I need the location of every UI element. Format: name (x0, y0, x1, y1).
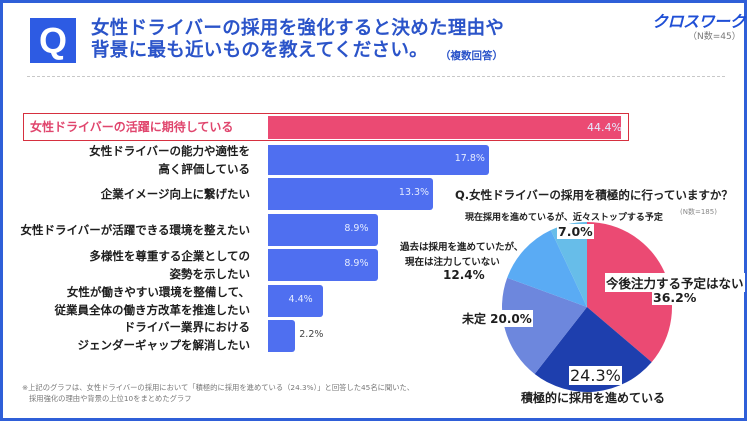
category-label-highlighted: 女性ドライバーの活躍に期待している (30, 120, 234, 134)
category-label-line: 姿勢を示したい (169, 267, 251, 281)
footnote: ※上記のグラフは、女性ドライバーの採用において「積極的に採用を進めている（24.… (22, 382, 414, 404)
bar-value-label: 8.9% (344, 258, 369, 269)
header-divider (27, 76, 725, 77)
pie-label-past-line2: 現在は注力していない (405, 257, 500, 268)
footnote-line2: 採用強化の理由や背景の上位10をまとめたグラフ (29, 394, 192, 403)
bar (268, 178, 433, 210)
pie-slice-undecided (502, 277, 587, 374)
category-label-line: 高く評価している (158, 162, 250, 176)
bar (268, 249, 379, 281)
category-label: 女性ドライバーの能力や適性を高く評価している (10, 142, 250, 178)
bar-value-label: 44.4% (587, 120, 622, 134)
category-label-line: ドライバー業界における (123, 320, 250, 334)
pie-slice-stop-soon (550, 222, 587, 307)
bar-value-label: 4.4% (288, 294, 313, 305)
bar (268, 145, 489, 175)
pie-label-no-plan: 今後注力する予定はない (605, 273, 745, 292)
question-title: 女性ドライバーの採用を強化すると決めた理由や 背景に最も近いものを教えてください… (91, 18, 504, 62)
question-title-line2: 背景に最も近いものを教えてください。 (91, 40, 428, 61)
pie-value-no-plan: 36.2% (652, 290, 698, 305)
category-label: ドライバー業界におけるジェンダーギャップを解消したい (10, 318, 251, 354)
pie-slice-no-plan (587, 222, 673, 363)
pie-value-stop-soon: 7.0% (557, 224, 594, 239)
category-label-line: 女性ドライバーが活躍できる環境を整えたい (20, 223, 250, 237)
bar-value-label: 2.2% (299, 329, 324, 340)
bar (268, 285, 323, 317)
category-label-line: 従業員全体の働き方改革を推進したい (54, 303, 251, 317)
bar-highlighted (268, 116, 621, 139)
category-label-line: 女性ドライバーの能力や適性を (89, 144, 250, 158)
category-label-line: ジェンダーギャップを解消したい (77, 338, 251, 352)
pie-label-past-line1: 過去は採用を進めていたが、 (400, 242, 524, 253)
bar-value-label: 17.8% (454, 153, 485, 164)
pie-value-past: 12.4% (443, 268, 485, 282)
pie-value-active: 24.3% (569, 366, 622, 385)
footnote-line1: ※上記のグラフは、女性ドライバーの採用において「積極的に採用を進めている（24.… (22, 383, 415, 392)
pie-label-stop-soon: 現在採用を進めているが、近々ストップする予定 (465, 213, 663, 223)
multiple-answer-note: （複数回答） (440, 50, 503, 62)
category-label: 企業イメージ向上に繋げたい (10, 185, 250, 203)
pie-slice-past (507, 230, 587, 307)
category-label-line: 女性が働きやすい環境を整備して、 (66, 285, 250, 299)
bar (268, 214, 379, 246)
bar (268, 320, 296, 352)
pie-sample-size: (N数=185) (680, 208, 717, 216)
category-label-line: 企業イメージ向上に繋げたい (100, 187, 250, 201)
bar-value-label: 13.3% (398, 187, 430, 198)
sample-size: （N数=45） (688, 32, 741, 42)
bar-value-label: 8.9% (344, 223, 369, 234)
pie-slice-active (534, 307, 652, 393)
category-label: 女性ドライバーが活躍できる環境を整えたい (10, 221, 250, 239)
pie-label-undecided: 未定 20.0% (461, 310, 533, 327)
category-label: 女性が働きやすい環境を整備して、従業員全体の働き方改革を推進したい (10, 283, 251, 319)
q-badge-icon: Q (30, 18, 76, 63)
crosswork-logo: クロスワーク (652, 14, 746, 31)
category-label: 多様性を尊重する企業としての姿勢を示したい (10, 247, 250, 283)
category-label-line: 多様性を尊重する企業としての (89, 249, 250, 263)
question-title-line1: 女性ドライバーの採用を強化すると決めた理由や (91, 18, 505, 39)
pie-title: Q.女性ドライバーの採用を積極的に行っていますか？ (455, 188, 733, 202)
pie-label-active: 積極的に採用を進めている (521, 391, 666, 405)
